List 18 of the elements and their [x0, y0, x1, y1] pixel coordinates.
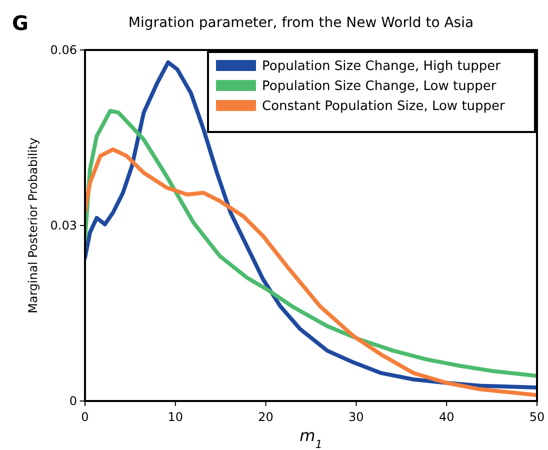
y-axis-title: Marginal Posterior Probability: [26, 138, 40, 314]
x-tick-label: 40: [438, 410, 454, 424]
line-series: [85, 147, 537, 398]
x-tick-label: 20: [258, 410, 274, 424]
y-tick-label: 0.03: [50, 218, 77, 233]
x-tick-label: 10: [168, 410, 184, 424]
x-tick-label: 50: [529, 410, 545, 424]
x-axis-title: m$_{1}$: [300, 426, 322, 450]
y-tick-label: 0: [69, 394, 77, 408]
text: G: [12, 11, 28, 35]
y-tick-label: 0.06: [50, 43, 77, 58]
legend-label: Population Size Change, High tupper: [262, 59, 502, 74]
line-series: [85, 60, 537, 390]
legend-label: Population Size Change, Low tupper: [262, 79, 497, 94]
legend-label: Constant Population Size, Low tupper: [262, 99, 506, 114]
x-tick-label: 30: [348, 410, 364, 424]
x-tick-label: 0: [81, 410, 89, 424]
chart-title: Migration parameter, from the New World to Asia: [128, 15, 474, 31]
